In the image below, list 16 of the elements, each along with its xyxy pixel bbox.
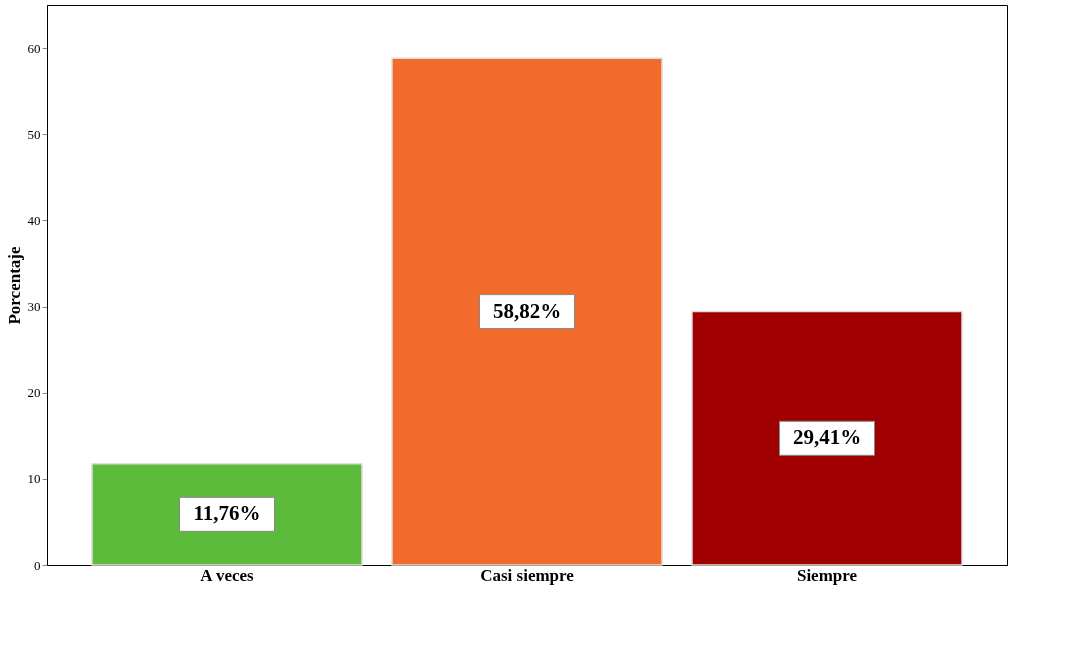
x-tick-label: A veces <box>200 565 255 585</box>
data-label: 58,82% <box>492 298 562 323</box>
y-axis-title: Porcentaje <box>4 246 24 325</box>
data-label: 29,41% <box>792 425 862 450</box>
y-tick-label: 40 <box>27 212 41 228</box>
y-tick-label: 50 <box>27 126 41 142</box>
x-tick-label: Siempre <box>796 565 858 585</box>
bar <box>691 310 963 566</box>
y-tick-label: 30 <box>27 299 41 315</box>
x-tick-label: Casi siempre <box>480 565 575 585</box>
y-tick-label: 60 <box>27 40 41 56</box>
y-tick-label: 10 <box>27 471 41 487</box>
data-label: 11,76% <box>193 501 261 526</box>
y-tick-label: 0 <box>34 557 41 573</box>
y-tick-label: 20 <box>27 385 41 401</box>
bar <box>391 57 663 566</box>
